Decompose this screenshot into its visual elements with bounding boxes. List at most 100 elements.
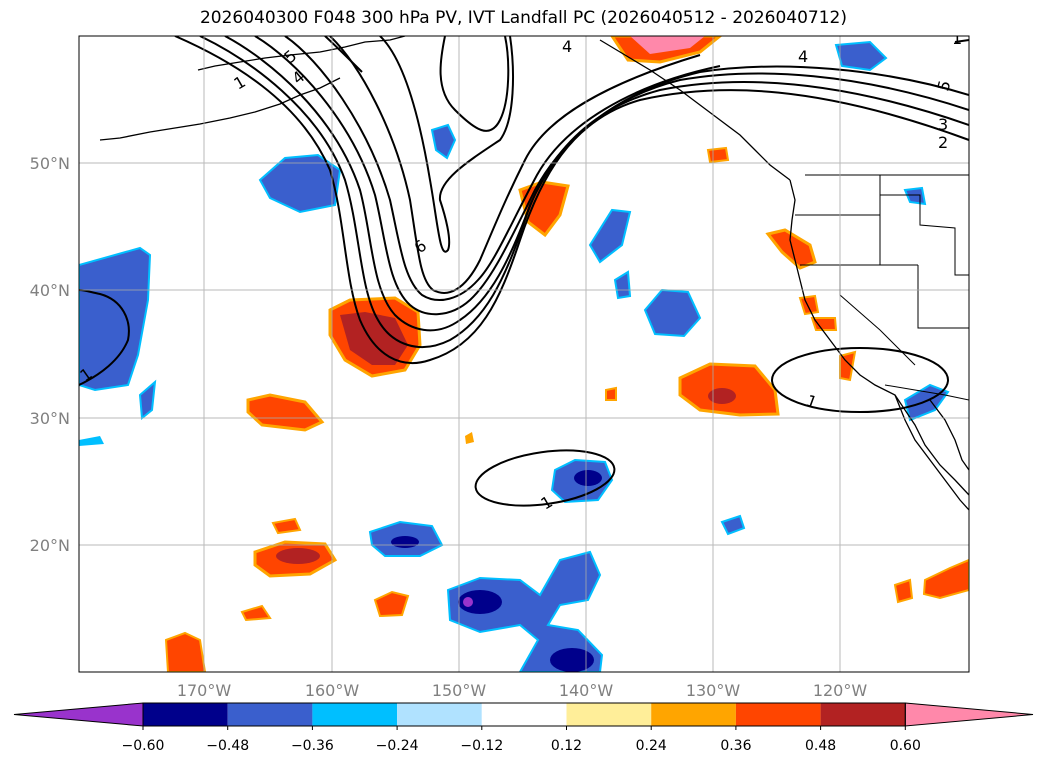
lat-label: 20°N bbox=[30, 536, 70, 555]
colorbar-segment bbox=[735, 703, 821, 726]
contour-trough-2 bbox=[199, 36, 969, 349]
coast-bc bbox=[789, 179, 969, 496]
contour-1-coast bbox=[771, 347, 949, 413]
pos-blob-small-4 bbox=[164, 631, 207, 672]
neg-blob-small-6 bbox=[79, 436, 104, 446]
colorbar-segment bbox=[820, 703, 906, 726]
lon-label: 160°W bbox=[305, 681, 360, 700]
colorbar-segment bbox=[481, 703, 567, 726]
pos-blob-se-2 bbox=[922, 558, 969, 600]
coast-mainland-mexico bbox=[929, 399, 969, 471]
neg-core-east-pac bbox=[574, 470, 602, 486]
pos-blob-small-1 bbox=[271, 517, 302, 535]
contour-upper-left bbox=[324, 36, 363, 73]
colorbar-extend-min bbox=[13, 702, 144, 727]
neg-blob-ne bbox=[834, 40, 888, 72]
colorbar-tick-label: 0.60 bbox=[890, 738, 921, 754]
border-mt bbox=[880, 194, 969, 276]
coast-baja bbox=[894, 394, 969, 511]
pos-blob-small-7 bbox=[465, 432, 474, 444]
pos-blob-se-1 bbox=[893, 578, 914, 604]
pos-blob-small-3 bbox=[240, 604, 272, 622]
map-frame bbox=[78, 35, 970, 673]
map-title: 2026040300 F048 300 hPa PV, IVT Landfall… bbox=[199, 8, 847, 28]
contour-trough-5 bbox=[284, 36, 721, 301]
lon-label: 140°W bbox=[559, 681, 614, 700]
colorbar-tick-label: −0.12 bbox=[460, 738, 503, 754]
colorbar-tick-label: −0.24 bbox=[376, 738, 419, 754]
neg-blob-small-7 bbox=[903, 186, 927, 206]
neg-blob-dateline bbox=[79, 246, 152, 392]
contour-label: 2 bbox=[938, 133, 948, 152]
lat-label: 40°N bbox=[30, 281, 70, 300]
contour-loop-north bbox=[439, 36, 510, 132]
neg-core-south-2 bbox=[550, 648, 594, 672]
contour-1-west bbox=[79, 289, 130, 386]
contour-trough-3 bbox=[224, 36, 969, 332]
colorbar-tick-label: 0.48 bbox=[805, 738, 836, 754]
colorbar-tick-label: 0.12 bbox=[551, 738, 582, 754]
positive-anomaly-regions bbox=[164, 36, 969, 672]
coast-aleutians bbox=[99, 77, 341, 141]
pos-blob-small-2 bbox=[373, 590, 410, 618]
colorbar-segment bbox=[143, 703, 228, 726]
pos-blob-coast-2 bbox=[798, 294, 820, 316]
coastlines bbox=[99, 36, 969, 511]
colorbar-extend-max bbox=[904, 702, 1034, 727]
colorbar-tick-label: 0.36 bbox=[720, 738, 751, 754]
pos-core-top bbox=[630, 36, 705, 54]
colorbar-segment bbox=[397, 703, 482, 726]
pos-blob-coast-1 bbox=[765, 228, 817, 270]
pos-core-central bbox=[340, 312, 408, 365]
lat-label: 50°N bbox=[30, 154, 70, 173]
gridlines bbox=[79, 36, 969, 672]
contour-labels: 1 5 4 6 1 4 4 5 3 2 1 1 1 bbox=[79, 29, 962, 513]
contour-label: 6 bbox=[410, 236, 430, 257]
colorbar-segment bbox=[651, 703, 736, 726]
map-plot-area: 1 5 4 6 1 4 4 5 3 2 1 1 1 bbox=[79, 29, 969, 672]
colorbar-outline bbox=[142, 702, 906, 727]
contour-upper-right bbox=[954, 39, 969, 43]
lon-label: 150°W bbox=[432, 681, 487, 700]
longitude-labels: 170°W 160°W 150°W 140°W 130°W 120°W bbox=[177, 681, 868, 700]
colorbar-segment bbox=[227, 703, 313, 726]
colorbar-tick-label: −0.60 bbox=[122, 738, 165, 754]
contour-label: 5 bbox=[934, 78, 955, 93]
contour-closed-6 bbox=[379, 36, 514, 253]
neg-blob-aleutian bbox=[258, 153, 342, 214]
negative-anomaly-regions bbox=[79, 40, 950, 672]
contour-label: 4 bbox=[798, 47, 808, 66]
lon-label: 120°W bbox=[813, 681, 868, 700]
neg-core-south-1 bbox=[458, 590, 502, 614]
contour-trough-6 bbox=[329, 36, 701, 294]
neg-blob-small-1 bbox=[430, 123, 457, 160]
state-borders bbox=[795, 174, 969, 401]
pos-blob-small-5 bbox=[706, 146, 730, 164]
pos-blob-north bbox=[518, 180, 570, 238]
contour-label: 5 bbox=[280, 46, 300, 67]
colorbar-segment bbox=[312, 703, 398, 726]
contour-label: 4 bbox=[562, 37, 572, 56]
border-nv-ut bbox=[917, 265, 969, 329]
colorbar-tick-label: −0.48 bbox=[206, 738, 249, 754]
pos-core-east bbox=[708, 388, 736, 404]
colorbar-segment bbox=[566, 703, 652, 726]
neg-core-south-3 bbox=[463, 597, 473, 607]
contour-label: 3 bbox=[938, 115, 948, 134]
pv-contours bbox=[79, 36, 969, 507]
pos-blob-west bbox=[246, 393, 325, 432]
neg-blob-south bbox=[446, 550, 604, 672]
colorbar-tick-label: 0.24 bbox=[636, 738, 667, 754]
border-nv bbox=[839, 265, 916, 366]
latitude-labels: 50°N 40°N 30°N 20°N bbox=[30, 154, 70, 555]
contour-trough-1 bbox=[174, 36, 969, 365]
contour-1-central bbox=[474, 449, 616, 507]
lon-label: 170°W bbox=[177, 681, 232, 700]
neg-blob-mid bbox=[643, 288, 702, 338]
pos-blob-coast-3 bbox=[810, 317, 838, 331]
border-us-mexico bbox=[884, 384, 969, 401]
pos-core-sw bbox=[276, 548, 320, 564]
contour-label: 1 bbox=[952, 29, 962, 48]
colorbar: −0.60 −0.48 −0.36 −0.24 −0.12 0.12 0.24 0.36 0.4… bbox=[13, 702, 1034, 754]
neg-core-hawaii bbox=[391, 536, 419, 548]
